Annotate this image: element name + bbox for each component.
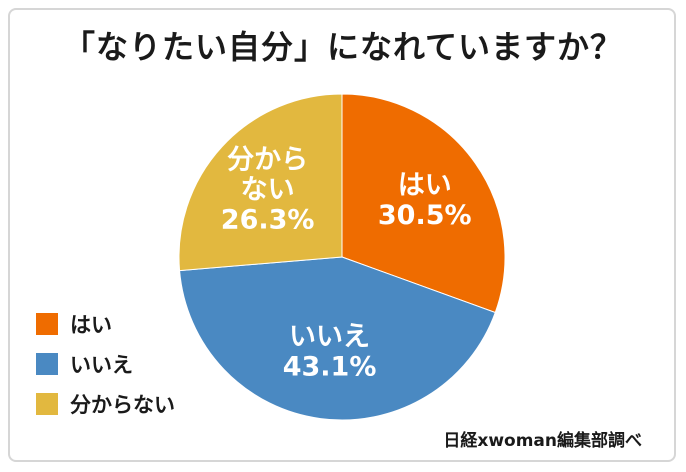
pie-slice-yes — [341, 93, 506, 314]
legend-swatch-yes — [36, 313, 58, 335]
chart-title: 「なりたい自分」になれていますか？ — [62, 28, 624, 66]
slice-category-unsure: ない — [241, 175, 295, 206]
legend-swatch-unsure — [36, 393, 58, 415]
pie-slice-no — [179, 256, 496, 421]
slice-category-unsure: 分から — [227, 145, 308, 176]
slice-value-yes: 30.5% — [378, 200, 472, 231]
legend: はい いいえ 分からない — [36, 304, 175, 424]
legend-swatch-no — [36, 353, 58, 375]
slice-value-no: 43.1% — [283, 352, 377, 383]
pie-slice-unsure — [178, 93, 343, 272]
slice-value-unsure: 26.3% — [221, 205, 315, 236]
source-note: 日経xwoman編集部調べ — [443, 431, 642, 451]
legend-item-yes: はい — [36, 304, 175, 344]
legend-item-unsure: 分からない — [36, 384, 175, 424]
legend-label-unsure: 分からない — [70, 393, 175, 417]
legend-item-no: いいえ — [36, 344, 175, 384]
slice-category-no: いいえ — [289, 322, 370, 353]
pie-slices — [178, 93, 506, 421]
legend-label-no: いいえ — [70, 353, 133, 377]
legend-label-yes: はい — [70, 313, 112, 337]
slice-category-yes: はい — [398, 170, 452, 201]
